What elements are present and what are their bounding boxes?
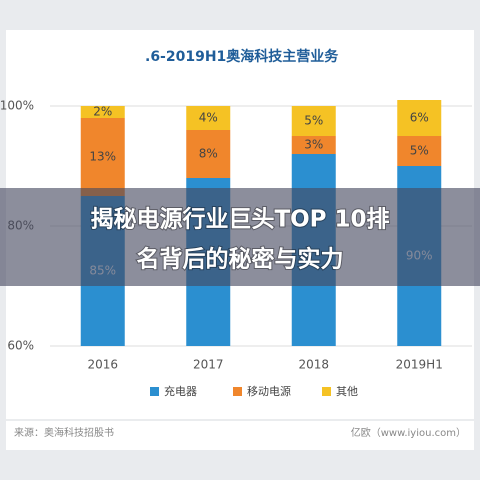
legend-label: 其他 <box>336 385 358 398</box>
value-label: 13% <box>89 150 116 164</box>
credit: 亿欧（www.iyiou.com） <box>351 426 466 439</box>
value-label: 2% <box>93 105 112 119</box>
legend-swatch <box>233 387 242 396</box>
y-tick-label: 60% <box>7 339 34 353</box>
value-label: 6% <box>410 111 429 125</box>
bar-segment <box>80 106 125 118</box>
x-tick-label: 2018 <box>298 358 329 372</box>
value-label: 5% <box>304 114 323 128</box>
x-tick-label: 2019H1 <box>396 358 443 372</box>
value-label: 8% <box>199 147 218 161</box>
banner-line: 名背后的秘密与实力 <box>137 246 344 273</box>
legend-swatch <box>322 387 331 396</box>
bar-segment <box>186 106 231 130</box>
legend-label: 充电器 <box>164 384 197 398</box>
x-tick-label: 2016 <box>87 358 118 372</box>
value-label: 3% <box>304 138 323 152</box>
y-tick-label: 100% <box>0 99 34 113</box>
x-tick-label: 2017 <box>193 358 224 372</box>
bar-segment <box>291 136 336 154</box>
banner-line: 揭秘电源行业巨头TOP 10排 <box>90 206 389 233</box>
bar-segment <box>291 106 336 136</box>
source: 来源：奥海科技招股书 <box>14 426 114 439</box>
bar-segment <box>397 100 442 136</box>
bar-segment <box>80 118 125 196</box>
bar-segment <box>186 130 231 178</box>
legend-label: 移动电源 <box>247 384 291 398</box>
chart-title: .6-2019H1奥海科技主营业务 <box>145 48 339 65</box>
value-label: 4% <box>199 111 218 125</box>
value-label: 5% <box>410 144 429 158</box>
bar-segment <box>397 136 442 166</box>
legend-swatch <box>150 387 159 396</box>
banner <box>0 188 480 286</box>
